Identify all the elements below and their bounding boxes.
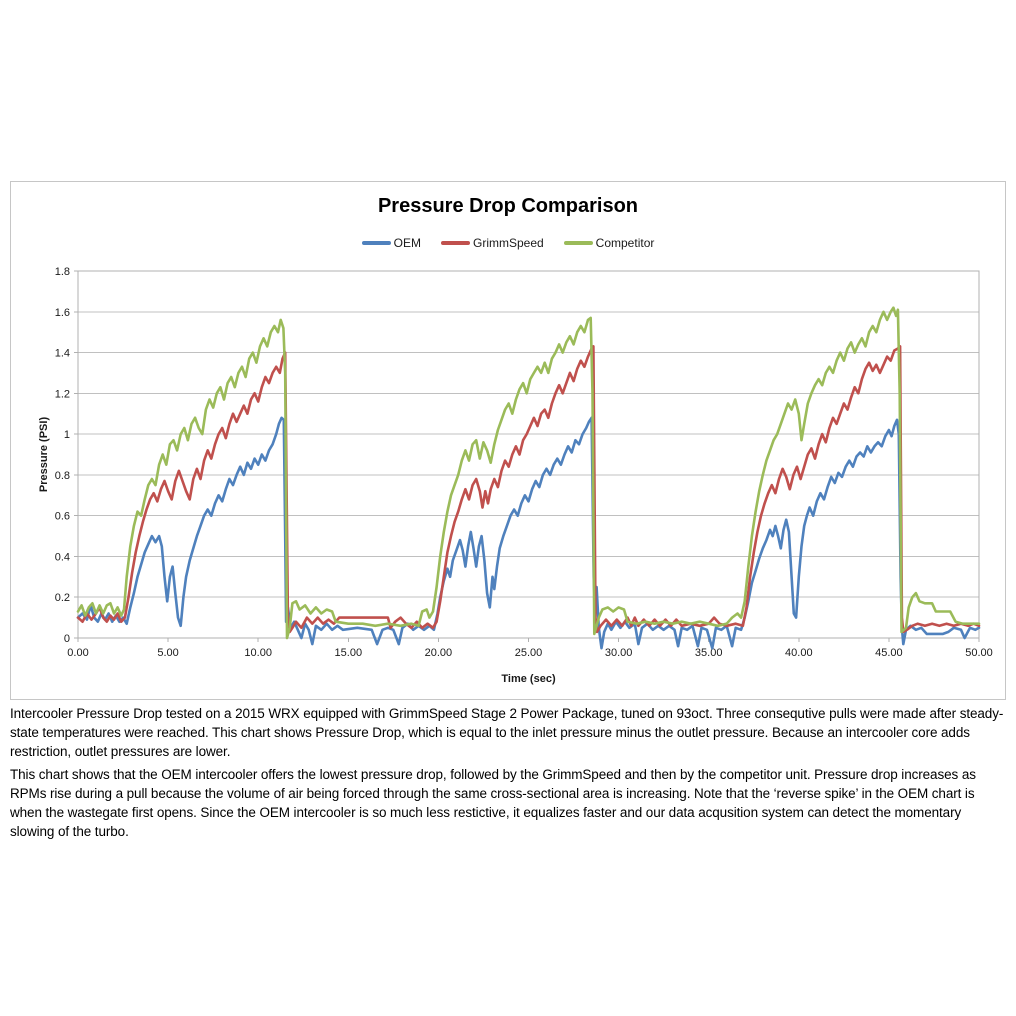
x-axis-tick-label: 5.00 [157,647,178,659]
y-axis-tick-label: 0.2 [55,592,70,604]
chart-title: Pressure Drop Comparison [377,195,639,217]
series-grimmspeed-line [76,345,981,634]
chart-legend: OEM GrimmSpeed Competitor [11,236,1005,250]
pressure-drop-plot: 0 0.2 0.4 0.6 0.8 1 1.2 1.4 1.6 1.8 0.00 5.00 10.00 1… [38,266,993,685]
y-axis-tick-label: 1.8 [55,266,70,278]
chart-frame: Pressure Drop Comparison OEM GrimmSpeed … [10,181,1006,700]
legend-label-oem: OEM [393,236,421,250]
plot-border [77,270,980,639]
x-axis-tick-label: 10.00 [244,647,272,659]
y-axis-tick-label: 1.6 [55,307,70,319]
y-axis-tick-label: 0 [64,633,70,645]
legend-item-competitor: Competitor [563,236,655,250]
x-axis-tick-label: 50.00 [965,647,993,659]
x-axis-tick-label: 25.00 [515,647,543,659]
x-axis-tick-label: 45.00 [875,647,903,659]
y-axis-tick-label: 1.2 [55,388,70,400]
x-axis-title: Time (sec) [501,673,556,685]
caption-paragraph-2: This chart shows that the OEM intercoole… [10,767,976,839]
series-oem-line [76,416,981,650]
x-axis-tick-label: 0.00 [67,647,88,659]
grimmspeed-line-swatch-icon [440,241,470,245]
x-axis-tick-label: 20.00 [425,647,453,659]
x-axis-tick-label: 40.00 [785,647,813,659]
caption-paragraph-1: Intercooler Pressure Drop tested on a 20… [10,706,1004,759]
legend-item-oem: OEM [361,236,421,250]
oem-line-swatch-icon [361,241,391,245]
competitor-line-swatch-icon [563,241,593,245]
x-axis-tick-label: 35.00 [695,647,723,659]
legend-label-grimmspeed: GrimmSpeed [472,236,544,250]
x-axis-tick-label: 30.00 [605,647,633,659]
legend-item-grimmspeed: GrimmSpeed [440,236,544,250]
series-competitor-line [76,306,981,640]
y-axis-tick-label: 0.4 [55,551,70,563]
x-axis-tick-label: 15.00 [335,647,363,659]
y-axis-tick-label: 1.4 [55,348,70,360]
y-axis-title: Pressure (PSI) [38,417,50,493]
legend-label-competitor: Competitor [595,236,655,250]
y-axis-tick-label: 0.6 [55,511,70,523]
y-axis-tick-label: 0.8 [55,470,70,482]
y-axis-tick-label: 1 [64,429,70,441]
